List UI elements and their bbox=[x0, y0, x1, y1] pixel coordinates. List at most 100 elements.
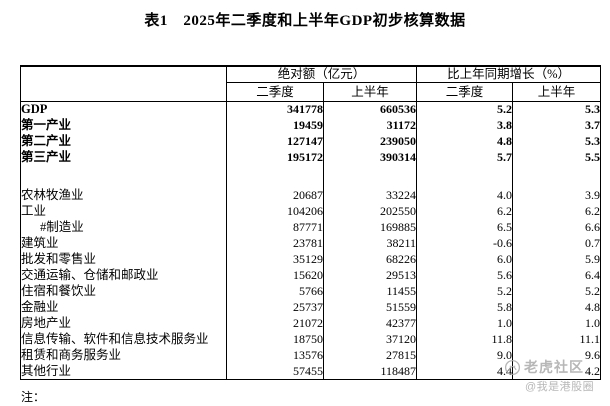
abs-h1-value: 68226 bbox=[322, 251, 417, 268]
growth-h1-value: 3.7 bbox=[512, 117, 601, 134]
table-row: 住宿和餐饮业 5766 11455 5.2 5.2 bbox=[21, 283, 601, 300]
abs-q2-value: 19459 bbox=[226, 117, 324, 134]
row-label: 第二产业 bbox=[21, 134, 72, 148]
table-row: 第一产业 19459 31172 3.8 3.7 bbox=[21, 117, 601, 134]
growth-h1-value: 9.6 bbox=[512, 347, 601, 364]
row-label: 其他行业 bbox=[21, 363, 72, 378]
abs-h1-value: 42377 bbox=[322, 315, 417, 332]
growth-group-header: 比上年同期增长（%） bbox=[416, 66, 601, 83]
growth-h1-value: 11.1 bbox=[512, 331, 601, 348]
abs-q2-value: 87771 bbox=[226, 219, 324, 236]
abs-h1-value: 37120 bbox=[322, 331, 417, 348]
corner-cell bbox=[20, 66, 227, 102]
row-label: 批发和零售业 bbox=[21, 252, 97, 266]
growth-h1-value: 5.3 bbox=[512, 101, 601, 118]
row-label: 建筑业 bbox=[21, 236, 59, 250]
abs-q2-value: 127147 bbox=[226, 133, 324, 150]
header-sub-row: 二季度 上半年 二季度 上半年 bbox=[21, 82, 601, 102]
abs-h1-value: 33224 bbox=[322, 187, 417, 204]
row-label: 工业 bbox=[21, 204, 47, 218]
table-note: 注： bbox=[21, 390, 46, 404]
spacer-row bbox=[21, 165, 601, 188]
abs-h1-value: 11455 bbox=[322, 283, 417, 300]
growth-q2-value: 5.2 bbox=[416, 283, 513, 300]
abs-h1-value: 118487 bbox=[322, 363, 417, 380]
abs-q2-value: 104206 bbox=[226, 203, 324, 220]
row-label: 农林牧渔业 bbox=[21, 188, 84, 202]
table-row: 第三产业 195172 390314 5.7 5.5 bbox=[21, 149, 601, 166]
growth-q2-value: 1.0 bbox=[416, 315, 513, 332]
table-row: 房地产业 21072 42377 1.0 1.0 bbox=[21, 315, 601, 332]
gdp-table: 绝对额（亿元） 比上年同期增长（%） 二季度 上半年 二季度 上半年 GDP 3… bbox=[20, 65, 602, 380]
growth-h1-value: 6.2 bbox=[512, 203, 601, 220]
table-row: 第二产业 127147 239050 4.8 5.3 bbox=[21, 133, 601, 150]
abs-h1-value: 660536 bbox=[322, 101, 417, 118]
table-row: GDP 341778 660536 5.2 5.3 bbox=[21, 101, 601, 118]
growth-h1-value: 1.0 bbox=[512, 315, 601, 332]
growth-q2-value: 9.0 bbox=[416, 347, 513, 364]
growth-h1-value: 3.9 bbox=[512, 187, 601, 204]
row-label: 房地产业 bbox=[21, 316, 72, 330]
growth-q2-value: 5.8 bbox=[416, 299, 513, 316]
abs-q2-value: 18750 bbox=[226, 331, 324, 348]
growth-q2-value: -0.6 bbox=[416, 235, 513, 252]
abs-h1-header: 上半年 bbox=[322, 82, 417, 102]
header-group-row: 绝对额（亿元） 比上年同期增长（%） bbox=[20, 66, 601, 102]
growth-q2-value: 11.8 bbox=[416, 331, 513, 348]
table-row: 农林牧渔业 20687 33224 4.0 3.9 bbox=[21, 187, 601, 204]
abs-q2-value: 35129 bbox=[226, 251, 324, 268]
abs-q2-value: 57455 bbox=[226, 363, 324, 380]
growth-q2-value: 6.2 bbox=[416, 203, 513, 220]
row-label: GDP bbox=[21, 102, 48, 117]
tiger-logo-icon bbox=[504, 359, 521, 376]
page-title: 表1 2025年二季度和上半年GDP初步核算数据 bbox=[144, 13, 466, 29]
abs-h1-value: 27815 bbox=[322, 347, 417, 364]
growth-q2-value: 5.6 bbox=[416, 267, 513, 284]
table-row: 金融业 25737 51559 5.8 4.8 bbox=[21, 299, 601, 316]
growth-h1-value: 4.2 bbox=[512, 363, 601, 380]
growth-h1-value: 6.4 bbox=[512, 267, 601, 284]
abs-q2-value: 23781 bbox=[226, 235, 324, 252]
row-label: 住宿和餐饮业 bbox=[21, 284, 97, 298]
abs-q2-value: 195172 bbox=[226, 149, 324, 166]
abs-h1-value: 239050 bbox=[322, 133, 417, 150]
growth-h1-value: 4.8 bbox=[512, 299, 601, 316]
growth-h1-value: 5.3 bbox=[512, 133, 601, 150]
abs-h1-value: 31172 bbox=[322, 117, 417, 134]
abs-h1-value: 29513 bbox=[322, 267, 417, 284]
growth-h1-value: 5.9 bbox=[512, 251, 601, 268]
growth-q2-value: 6.5 bbox=[416, 219, 513, 236]
growth-q2-value: 5.2 bbox=[416, 101, 513, 118]
row-label: 金融业 bbox=[21, 300, 59, 314]
abs-q2-value: 341778 bbox=[226, 101, 324, 118]
growth-h1-value: 6.6 bbox=[512, 219, 601, 236]
growth-q2-value: 6.0 bbox=[416, 251, 513, 268]
row-label: 第一产业 bbox=[21, 118, 72, 132]
abs-h1-value: 202550 bbox=[322, 203, 417, 220]
abs-q2-value: 21072 bbox=[226, 315, 324, 332]
table-row: 租赁和商务服务业 13576 27815 9.0 9.6 bbox=[21, 347, 601, 364]
table-row: 交通运输、仓储和邮政业 15620 29513 5.6 6.4 bbox=[21, 267, 601, 284]
row-label: 第三产业 bbox=[21, 150, 72, 164]
growth-q2-value: 4.8 bbox=[416, 133, 513, 150]
growth-h1-value: 5.5 bbox=[512, 149, 601, 166]
abs-q2-value: 20687 bbox=[226, 187, 324, 204]
abs-q2-value: 25737 bbox=[226, 299, 324, 316]
growth-q2-value: 3.8 bbox=[416, 117, 513, 134]
watermark-brand: 老虎社区 bbox=[524, 359, 584, 375]
table-row: 信息传输、软件和信息技术服务业 18750 37120 11.8 11.1 bbox=[21, 331, 601, 348]
growth-h1-header: 上半年 bbox=[512, 82, 601, 102]
table-row: 其他行业 57455 118487 4.4 4.2 bbox=[21, 363, 601, 380]
abs-q2-value: 13576 bbox=[226, 347, 324, 364]
abs-h1-value: 390314 bbox=[322, 149, 417, 166]
table-row: 工业 104206 202550 6.2 6.2 bbox=[21, 203, 601, 220]
table-row: 建筑业 23781 38211 -0.6 0.7 bbox=[21, 235, 601, 252]
abs-h1-value: 169885 bbox=[322, 219, 417, 236]
row-label: 交通运输、仓储和邮政业 bbox=[21, 268, 159, 282]
abs-q2-value: 5766 bbox=[226, 283, 324, 300]
growth-q2-header: 二季度 bbox=[416, 82, 513, 102]
row-label: 租赁和商务服务业 bbox=[21, 348, 122, 362]
growth-h1-value: 5.2 bbox=[512, 283, 601, 300]
growth-q2-value: 5.7 bbox=[416, 149, 513, 166]
